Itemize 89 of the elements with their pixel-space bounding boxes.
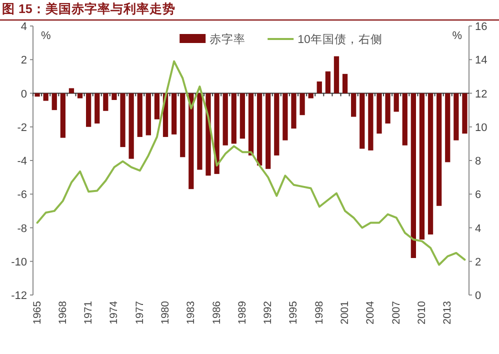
chart-title: 图 15：美国赤字率与利率走势 <box>2 1 176 16</box>
bar <box>94 93 100 124</box>
bar <box>445 93 450 162</box>
bar <box>385 93 390 124</box>
y-tick-label: -12 <box>11 290 27 302</box>
x-tick-label: 2001 <box>339 300 352 324</box>
bar <box>291 93 296 129</box>
x-tick-label: 1995 <box>288 300 300 324</box>
bar <box>188 93 194 190</box>
bar <box>77 93 83 98</box>
bar <box>180 93 186 158</box>
x-tick-label: 2010 <box>416 300 428 324</box>
bar <box>376 93 382 134</box>
bar <box>86 93 92 127</box>
bar <box>419 93 425 240</box>
y2-tick-label: 12 <box>475 88 488 100</box>
y-tick-label: -8 <box>17 222 27 235</box>
x-tick-label: 1965 <box>31 300 44 324</box>
bar <box>248 93 254 156</box>
x-tick-label: 2004 <box>364 300 377 324</box>
bar <box>128 93 134 159</box>
bar <box>103 93 108 111</box>
bar <box>197 93 202 170</box>
bar <box>154 93 160 120</box>
bar <box>60 93 66 138</box>
bar <box>171 93 177 134</box>
bar <box>137 93 142 137</box>
y-tick-label: 2 <box>20 54 27 67</box>
x-tick-label: 1992 <box>262 300 274 324</box>
y2-tick-label: 0 <box>475 290 482 302</box>
y2-tick-label: 6 <box>475 189 482 202</box>
y-tick-label: -4 <box>17 156 27 168</box>
y2-tick-label: 8 <box>475 156 482 168</box>
y2-tick-label: 16 <box>475 21 488 33</box>
y2-tick-label: 10 <box>475 122 488 134</box>
x-tick-label: 2013 <box>442 300 454 324</box>
bar <box>214 93 220 174</box>
bar <box>325 71 331 94</box>
x-tick-label: 1989 <box>236 300 248 324</box>
x-tick-label: 1977 <box>134 300 146 324</box>
bar <box>240 93 246 139</box>
y2-tick-label: 14 <box>475 54 488 67</box>
legend-label: 赤字率 <box>210 32 246 46</box>
y-tick-label: -6 <box>17 189 27 202</box>
bar <box>410 93 416 258</box>
bar <box>436 93 442 206</box>
y-tick-label: 0 <box>20 88 27 100</box>
bar <box>402 93 408 146</box>
bar <box>368 93 374 150</box>
bar <box>334 56 340 94</box>
bar <box>462 93 468 134</box>
bar <box>112 93 117 100</box>
x-tick-label: 1983 <box>185 300 198 324</box>
bar <box>360 93 365 149</box>
x-tick-label: 2007 <box>390 300 402 324</box>
x-tick-label: 1998 <box>313 300 326 324</box>
bar <box>52 93 57 110</box>
bar <box>282 93 288 140</box>
x-tick-label: 1974 <box>108 300 120 324</box>
bar <box>120 93 126 148</box>
bar <box>274 93 280 156</box>
x-tick-label: 1968 <box>56 300 69 324</box>
bar <box>43 93 48 101</box>
y-tick-label: 4 <box>20 21 27 33</box>
y2-tick-label: 4 <box>475 222 482 235</box>
bar <box>342 74 348 94</box>
bar <box>68 88 74 94</box>
y2-tick-label: 2 <box>475 256 482 268</box>
bar <box>454 93 459 140</box>
y-axis-title: % <box>41 30 51 42</box>
bar <box>351 93 356 117</box>
legend-label: 10年国债，右侧 <box>298 33 382 46</box>
bar <box>428 93 434 234</box>
bar <box>222 93 228 146</box>
bar <box>231 93 236 144</box>
x-tick-label: 1986 <box>210 300 223 324</box>
x-tick-label: 1971 <box>82 300 95 324</box>
bar <box>146 93 151 136</box>
bar <box>266 93 271 169</box>
y-tick-label: -2 <box>17 122 27 134</box>
y2-axis-title: % <box>452 30 462 42</box>
line-series <box>36 60 466 266</box>
y-tick-label: -10 <box>11 256 27 268</box>
bar <box>394 93 399 112</box>
x-tick-label: 1980 <box>160 300 172 324</box>
bar <box>300 93 305 116</box>
bar <box>316 81 322 94</box>
bar <box>308 93 314 98</box>
bar <box>256 93 262 166</box>
